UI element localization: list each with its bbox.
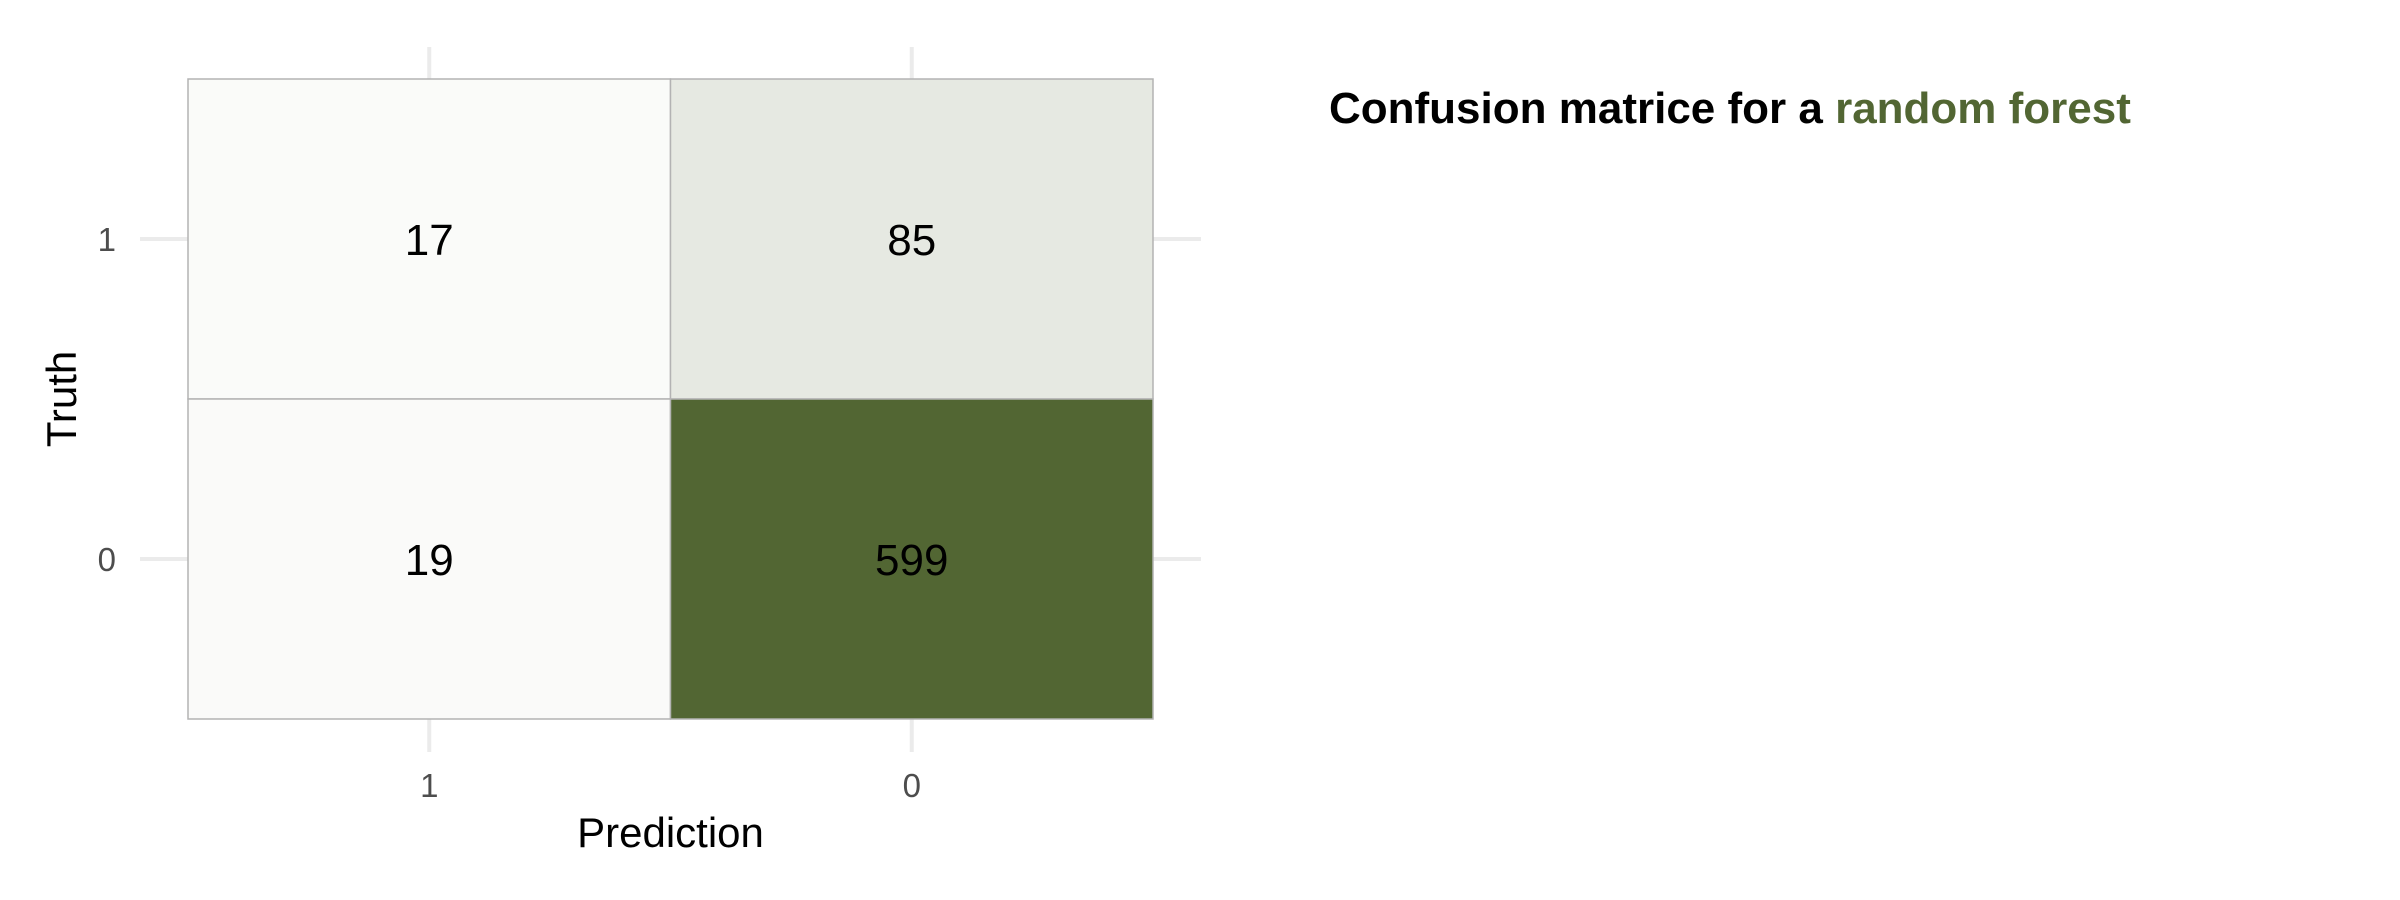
chart-title-prefix: Confusion matrice for a [1329, 84, 1836, 133]
heatmap-cell [669, 398, 1154, 720]
x-tick-label: 1 [420, 767, 438, 804]
x-tick-label: 0 [903, 767, 921, 804]
y-tick-label: 0 [98, 541, 116, 578]
chart-title-highlight: random forest [1835, 84, 2131, 133]
x-axis-title: Prediction [577, 809, 764, 856]
y-tick-label: 1 [98, 221, 116, 258]
cell-value-label: 19 [405, 536, 454, 585]
chart-title: Confusion matrice for a random forest [1329, 84, 2131, 134]
heatmap-cell [187, 398, 672, 720]
y-axis-title: Truth [38, 351, 85, 447]
heatmap-cell [187, 78, 672, 400]
cell-value-label: 17 [405, 216, 454, 265]
cell-value-label: 599 [875, 536, 948, 585]
cell-value-label: 85 [887, 216, 936, 265]
